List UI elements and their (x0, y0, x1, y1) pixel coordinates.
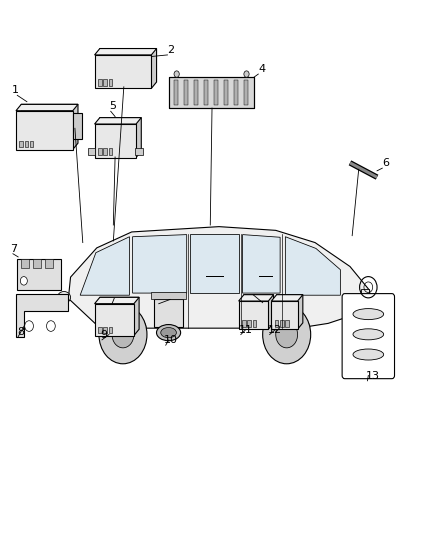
Polygon shape (244, 295, 274, 329)
Bar (154, 300, 183, 327)
Circle shape (25, 321, 33, 332)
Bar (214, 80, 219, 106)
Bar (275, 320, 279, 327)
Polygon shape (272, 295, 303, 301)
Ellipse shape (353, 329, 384, 340)
FancyBboxPatch shape (342, 294, 395, 378)
Bar (247, 320, 251, 327)
Bar (361, 289, 369, 304)
Polygon shape (95, 124, 136, 158)
Text: 5: 5 (109, 101, 116, 111)
Circle shape (20, 277, 27, 285)
Bar (224, 80, 228, 106)
Bar (204, 80, 208, 106)
Polygon shape (95, 297, 139, 304)
Bar (73, 114, 82, 139)
Ellipse shape (353, 349, 384, 360)
Polygon shape (95, 304, 134, 336)
Text: 13: 13 (366, 371, 380, 381)
Text: 11: 11 (239, 325, 253, 335)
Text: 8: 8 (17, 327, 25, 337)
Ellipse shape (57, 292, 71, 303)
Polygon shape (100, 297, 139, 336)
Polygon shape (16, 104, 78, 111)
Bar (103, 79, 107, 86)
Polygon shape (190, 233, 239, 293)
Bar (286, 320, 289, 327)
Ellipse shape (156, 325, 180, 341)
Ellipse shape (353, 309, 384, 320)
Polygon shape (243, 235, 280, 293)
Bar (17, 259, 61, 290)
Bar (98, 327, 102, 333)
Polygon shape (16, 294, 68, 337)
Bar (109, 79, 112, 86)
Polygon shape (239, 301, 268, 329)
Bar (174, 80, 178, 106)
Circle shape (112, 321, 134, 348)
Bar (194, 80, 198, 106)
Circle shape (244, 71, 249, 77)
Ellipse shape (161, 328, 177, 338)
Text: 9: 9 (100, 330, 107, 340)
Polygon shape (100, 49, 156, 88)
Bar (33, 259, 41, 268)
Circle shape (99, 305, 147, 364)
Bar (169, 77, 254, 108)
Bar (98, 79, 102, 86)
Circle shape (263, 305, 311, 364)
Bar (244, 80, 248, 106)
Bar (253, 320, 256, 327)
Bar (109, 327, 112, 333)
Bar (109, 149, 112, 155)
Bar (234, 80, 238, 106)
Bar (169, 77, 254, 108)
Bar (103, 149, 107, 155)
Text: 10: 10 (163, 335, 177, 345)
Polygon shape (272, 301, 297, 329)
Polygon shape (60, 227, 370, 328)
Polygon shape (95, 55, 151, 88)
Bar (103, 327, 107, 333)
Bar (25, 141, 28, 147)
Bar (45, 259, 53, 268)
Circle shape (174, 71, 179, 77)
Bar (151, 292, 186, 300)
Text: 7: 7 (11, 244, 18, 254)
Bar (30, 141, 33, 147)
Polygon shape (16, 111, 73, 150)
Bar (21, 259, 28, 268)
Bar (98, 149, 102, 155)
Bar (242, 320, 246, 327)
Polygon shape (95, 118, 141, 124)
Text: 6: 6 (382, 158, 389, 168)
Polygon shape (277, 295, 303, 329)
Bar (280, 320, 284, 327)
Polygon shape (100, 118, 141, 158)
Polygon shape (21, 104, 78, 150)
Text: 4: 4 (258, 64, 265, 74)
Bar (184, 80, 188, 106)
Text: 12: 12 (268, 325, 282, 335)
Text: 2: 2 (167, 45, 175, 55)
Circle shape (276, 321, 297, 348)
Polygon shape (286, 237, 340, 295)
Polygon shape (80, 237, 130, 295)
Bar (88, 149, 95, 155)
Circle shape (46, 321, 55, 332)
Polygon shape (95, 49, 156, 55)
Bar (135, 149, 143, 155)
Bar (19, 141, 23, 147)
Text: 1: 1 (12, 85, 18, 95)
Polygon shape (133, 235, 187, 293)
Polygon shape (239, 295, 274, 301)
